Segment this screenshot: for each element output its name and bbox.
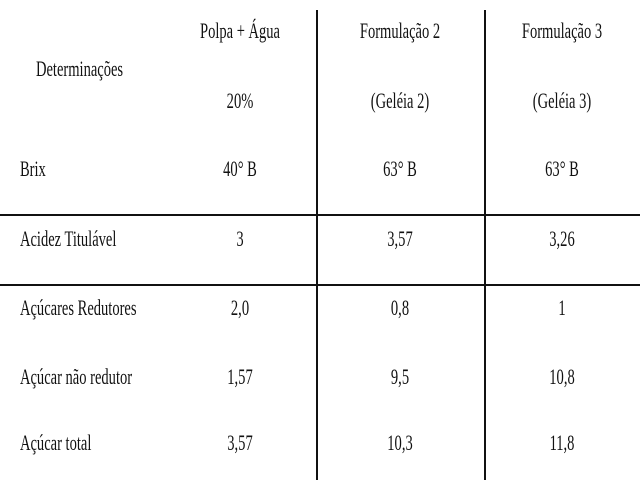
cell-brix-col1: 40° B	[223, 156, 257, 181]
cell-acidez-col3: 3,26	[549, 226, 575, 251]
column-divider-2	[484, 10, 486, 480]
cell-acucares-redutores-col3: 1	[558, 295, 566, 320]
cell-acucares-redutores-col1: 2,0	[230, 295, 250, 320]
row-label-acucar-total: Açúcar total	[20, 430, 92, 455]
header-col2-line1: Formulação 2	[359, 18, 441, 43]
cell-acucar-total-col1: 3,57	[227, 430, 253, 455]
cell-brix-col2: 63° B	[383, 156, 417, 181]
cell-acucar-nao-redutor-col1: 1,57	[227, 364, 253, 389]
cell-acucar-nao-redutor-col3: 10,8	[549, 364, 575, 389]
cell-brix-col3: 63° B	[545, 156, 579, 181]
header-determinacoes: Determinações	[36, 56, 124, 81]
header-col3-line2: (Geléia 3)	[532, 88, 592, 113]
row-label-acucares-redutores: Açúcares Redutores	[20, 295, 137, 320]
header-col1-line2: 20%	[226, 88, 254, 113]
cell-acucar-nao-redutor-col2: 9,5	[390, 364, 410, 389]
header-col1-line1: Polpa + Água	[200, 18, 280, 43]
row-label-acidez: Acidez Titulável	[20, 226, 117, 251]
cell-acucares-redutores-col2: 0,8	[390, 295, 410, 320]
header-col2-line2: (Geléia 2)	[370, 88, 430, 113]
row-label-acucar-nao-redutor: Açúcar não redutor	[20, 364, 133, 389]
cell-acidez-col1: 3	[236, 226, 244, 251]
header-col3-line1: Formulação 3	[521, 18, 603, 43]
cell-acidez-col2: 3,57	[387, 226, 413, 251]
row-divider-2	[0, 284, 640, 286]
row-divider-1	[0, 214, 640, 216]
column-divider-1	[316, 10, 318, 480]
cell-acucar-total-col2: 10,3	[387, 430, 413, 455]
row-label-brix: Brix	[20, 156, 46, 181]
cell-acucar-total-col3: 11,8	[549, 430, 575, 455]
